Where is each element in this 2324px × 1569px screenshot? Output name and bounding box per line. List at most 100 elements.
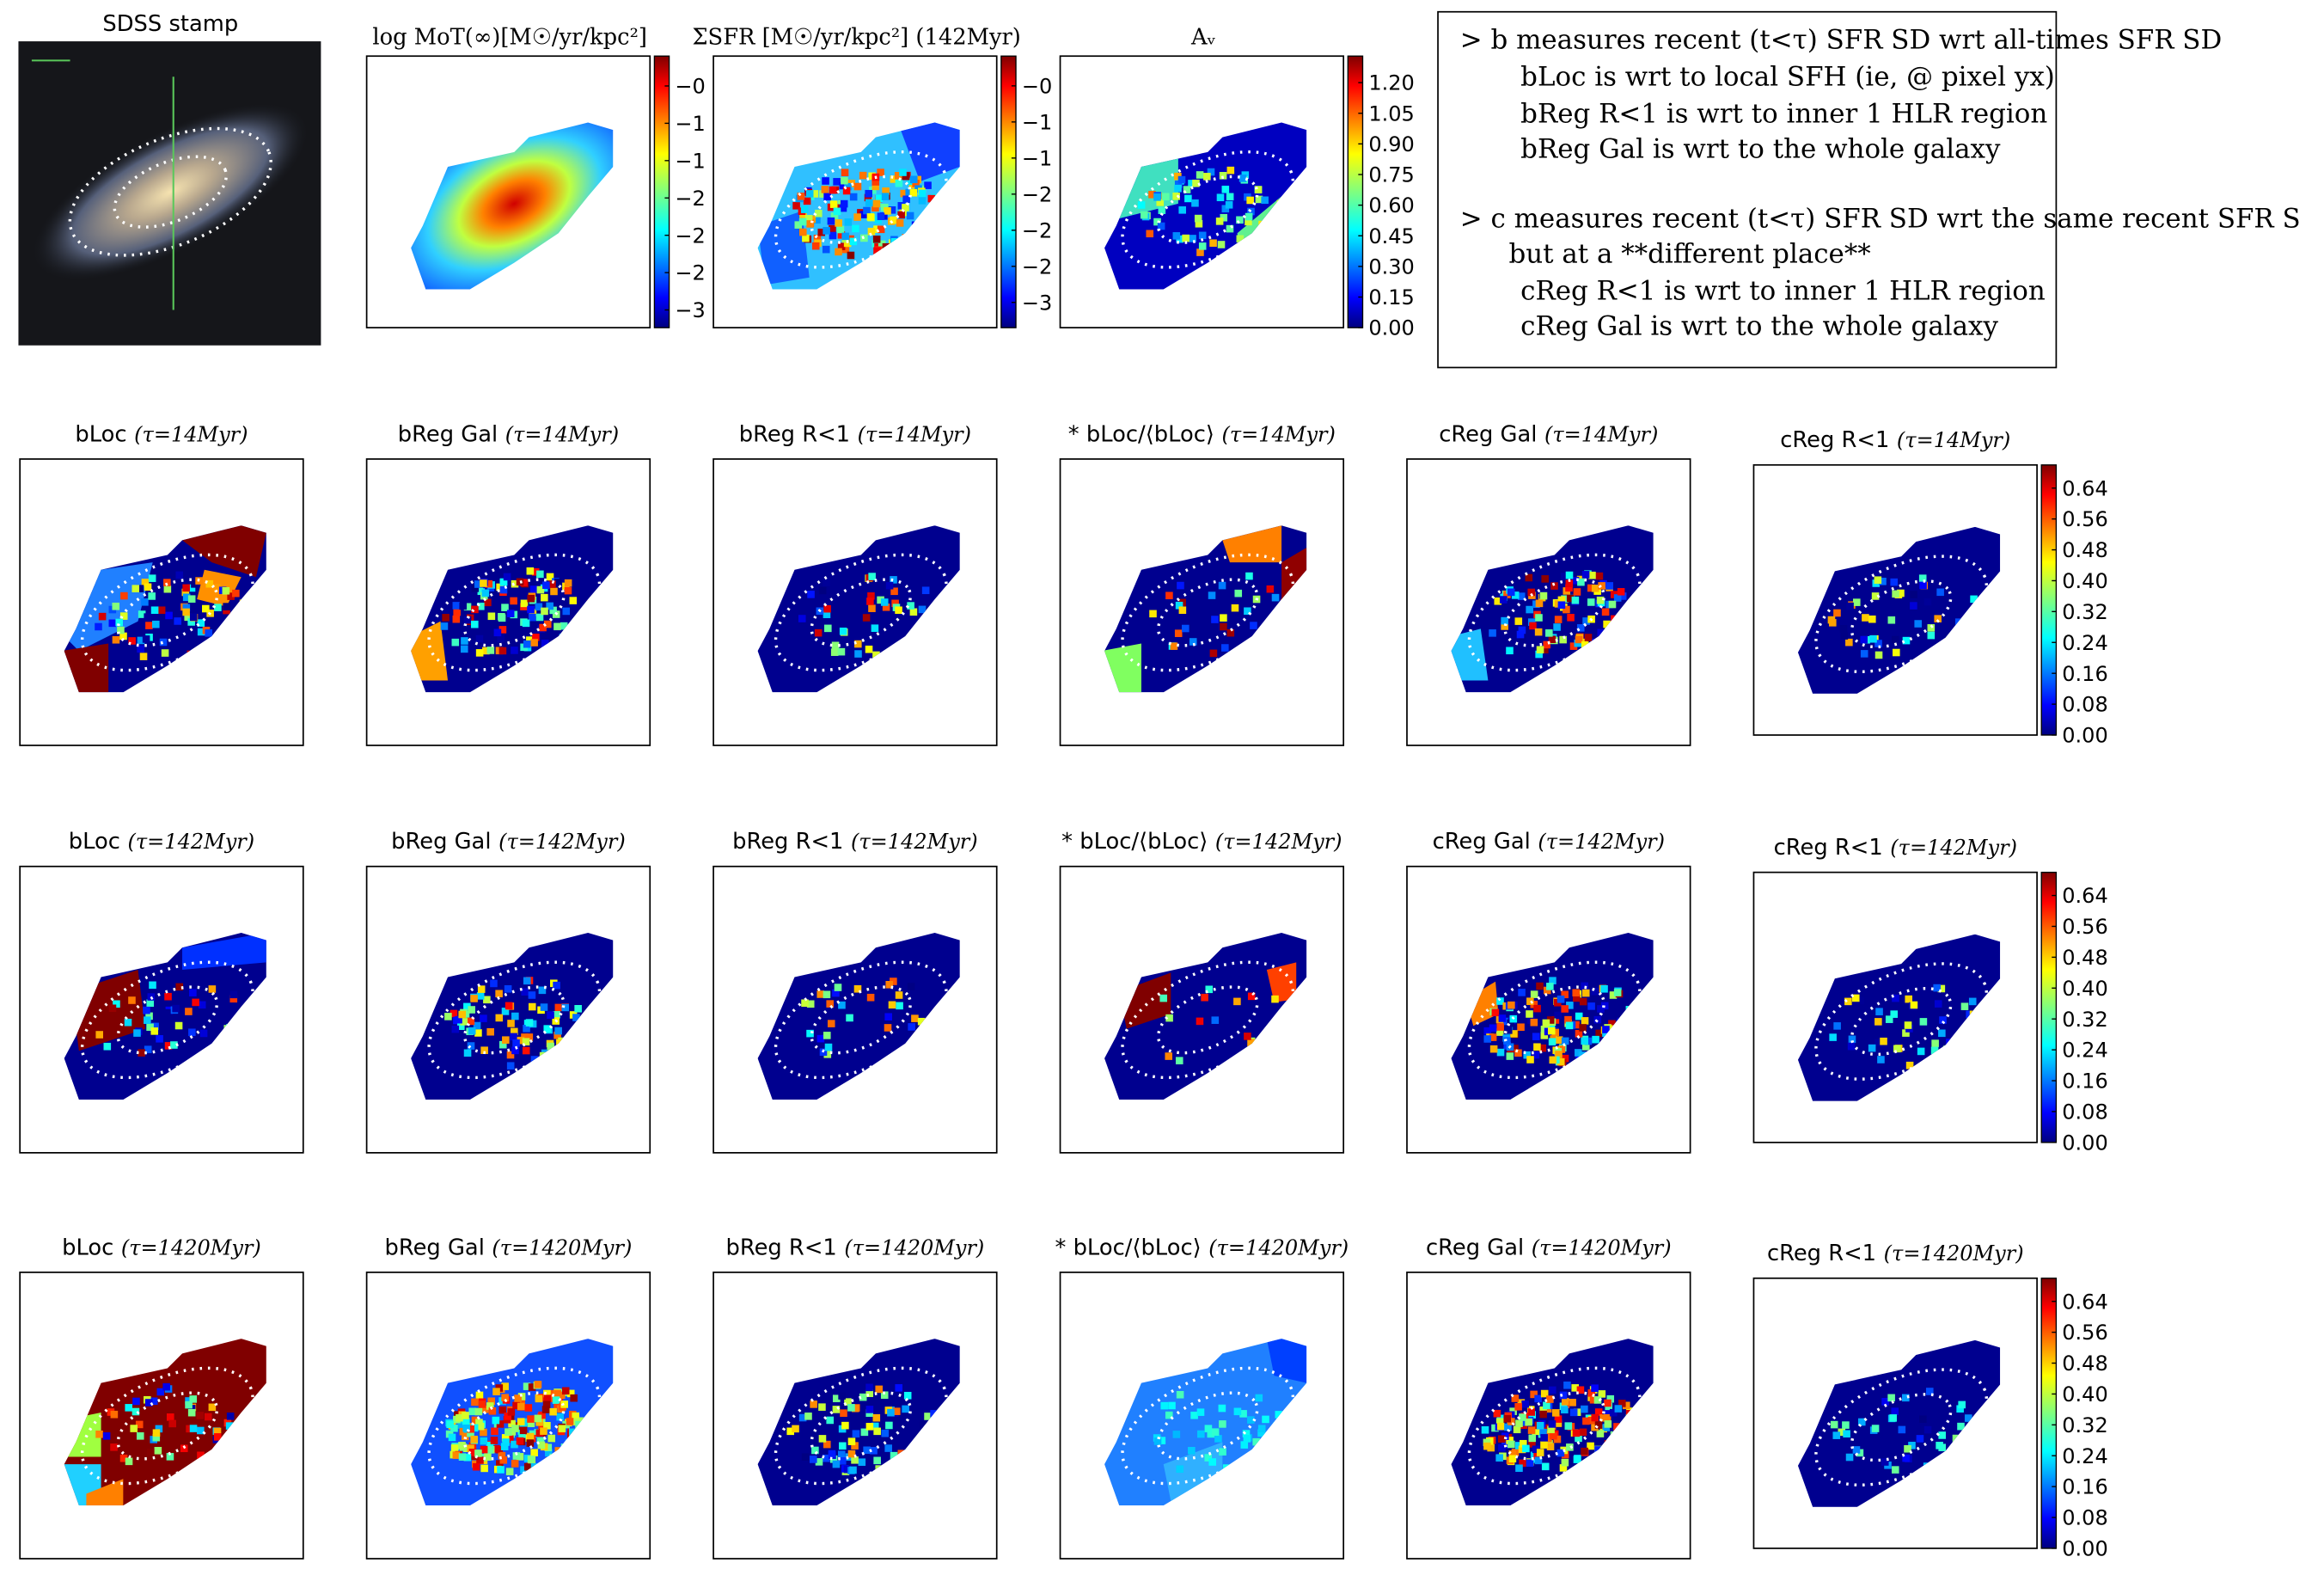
map-pixel	[529, 585, 538, 593]
map-pixel	[1573, 588, 1581, 596]
map-pixel	[1874, 651, 1883, 659]
map-pixel	[1550, 1431, 1557, 1440]
map-pixel	[1233, 997, 1241, 1006]
panel-name: bReg R<1	[739, 421, 850, 447]
map-pixel	[930, 1410, 938, 1418]
panel-name: bLoc	[69, 829, 120, 855]
panel-tau: (τ=1420Myr)	[1208, 1235, 1349, 1259]
map-pixel	[138, 1049, 145, 1057]
map-pixel	[1530, 1001, 1538, 1008]
map-pixel	[810, 1400, 817, 1408]
map-pixel	[837, 647, 846, 656]
map-pixel	[501, 1394, 509, 1401]
map-pixel	[823, 1032, 831, 1039]
colorbar	[2040, 1278, 2058, 1549]
map-pixel	[560, 622, 568, 630]
map-pixel	[1244, 607, 1251, 616]
map-pixel	[1554, 1011, 1562, 1020]
map-pixel	[1188, 1447, 1196, 1455]
map-pixel	[799, 228, 807, 236]
map-pixel	[1275, 1411, 1283, 1419]
map-pixel	[838, 1392, 846, 1400]
map-pixel	[1622, 1401, 1630, 1410]
map-pixel	[1910, 591, 1917, 598]
map-pixel	[897, 1449, 906, 1458]
map-pixel	[1581, 982, 1588, 990]
map-pixel	[523, 1382, 531, 1390]
map-background	[757, 933, 960, 1100]
map-pixel	[1149, 610, 1157, 618]
map-pixel	[480, 1428, 487, 1437]
map-pixel	[174, 1021, 183, 1030]
map-region	[1266, 962, 1297, 1002]
map-pixel	[917, 1017, 926, 1026]
map-pixel	[144, 1045, 152, 1053]
map-pixel	[1604, 1399, 1612, 1407]
map-pixel	[581, 607, 590, 616]
map-pixel	[890, 978, 897, 985]
map-pixel	[1517, 1023, 1525, 1032]
map-pixel	[826, 1000, 835, 1008]
map-pixel	[1910, 1001, 1918, 1009]
map-pixel	[871, 624, 879, 632]
map-pixel	[119, 632, 127, 640]
map-pixel	[144, 583, 152, 591]
map-pixel	[794, 221, 803, 229]
map-pixel	[815, 1458, 823, 1466]
map-pixel	[164, 1042, 173, 1050]
map-pixel	[1236, 216, 1244, 224]
map-pixel	[1604, 1440, 1612, 1448]
map-pixel	[511, 1046, 519, 1055]
map-pixel	[536, 1437, 545, 1445]
map-pixel	[1578, 1051, 1587, 1059]
map-region	[757, 211, 810, 285]
map-pixel	[844, 218, 853, 226]
map-pixel	[1600, 640, 1609, 647]
colorbar-tick-label: 0.56	[2062, 507, 2107, 531]
map-pixel	[798, 218, 807, 226]
map-pixel	[1548, 1420, 1556, 1428]
map-pixel	[1581, 1037, 1588, 1045]
map-pixel	[838, 1001, 846, 1009]
map-pixel	[1246, 196, 1254, 205]
colorbar-tick-label: 0.24	[2062, 631, 2107, 655]
map-pixel	[835, 219, 842, 227]
map-pixel	[1608, 1444, 1616, 1452]
map-pixel	[1902, 1029, 1910, 1037]
colorbar-tick-label: 0.64	[2062, 1290, 2107, 1314]
map-pixel	[505, 1428, 512, 1436]
map-pixel	[1153, 218, 1161, 226]
map-pixel	[1539, 1406, 1547, 1414]
map-pixel	[895, 1384, 903, 1392]
panel-tau: (τ=142Myr)	[1215, 830, 1342, 854]
map-pixel	[484, 1453, 492, 1461]
map-pixel	[572, 1014, 580, 1021]
map-pixel	[128, 637, 136, 645]
map-pixel	[1540, 1434, 1548, 1442]
map-pixel	[527, 1419, 535, 1428]
map	[411, 933, 614, 1100]
map-pixel	[455, 1015, 462, 1024]
map-pixel	[858, 1458, 866, 1466]
map-pixel	[814, 1435, 822, 1443]
map-pixel	[899, 169, 907, 176]
map-pixel	[511, 647, 518, 654]
hlr-ellipse	[113, 155, 228, 229]
map-pixel	[1952, 1434, 1960, 1443]
map-pixel	[833, 178, 841, 186]
map-pixel	[1188, 180, 1196, 187]
panel-title: bLoc (τ=142Myr)	[69, 829, 254, 855]
map-region	[1104, 643, 1141, 693]
map-pixel	[1234, 589, 1243, 598]
panel-tau: (τ=1420Myr)	[492, 1235, 632, 1259]
panel-frame	[1059, 55, 1345, 328]
panel-title: ΣSFR [M☉/yr/kpc²] (142Myr)	[692, 25, 1021, 51]
map-pixel	[1515, 1419, 1523, 1428]
map-pixel	[471, 585, 480, 592]
map-pixel	[544, 1443, 553, 1451]
map-pixel	[1527, 588, 1536, 597]
map-pixel	[868, 604, 876, 612]
map-pixel	[1587, 598, 1595, 606]
colorbar-tick-label: 0.16	[2062, 662, 2107, 686]
map-pixel	[1244, 1033, 1251, 1040]
